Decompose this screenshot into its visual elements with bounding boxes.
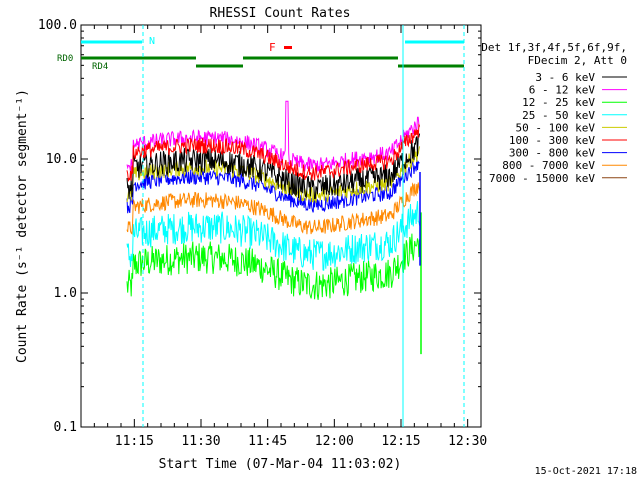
series-line <box>126 146 421 203</box>
footer-date: 15-Oct-2021 17:18 <box>535 466 637 477</box>
legend: Det 1f,3f,4f,5f,6f,9f, FDecim 2, Att 0 3… <box>481 41 627 185</box>
annotation-layer <box>81 25 465 427</box>
legend-label: 300 - 800 keV <box>509 147 595 160</box>
tick-layer: 0.1 1.0 10.0 100.0 11:15 11:30 11:45 12:00 12:15… <box>38 18 487 449</box>
x-tick-label: 11:45 <box>248 434 287 449</box>
legend-label: 25 - 50 keV <box>522 109 595 122</box>
series-line <box>126 156 420 214</box>
x-tick-label: 11:30 <box>181 434 220 449</box>
y-tick-label: 10.0 <box>46 152 77 167</box>
chart-title: RHESSI Count Rates <box>210 6 351 21</box>
series-line <box>126 182 421 235</box>
y-tick-label: 0.1 <box>54 420 77 435</box>
legend-label: 3 - 6 keV <box>535 71 595 84</box>
y-tick-label: 100.0 <box>38 18 77 33</box>
x-tick-label: 12:00 <box>315 434 354 449</box>
attenuator-n-label: N <box>149 36 155 47</box>
legend-label: 50 - 100 keV <box>516 121 596 134</box>
flare-f-label: F <box>269 41 276 54</box>
series-line <box>126 133 421 200</box>
x-tick-label: 12:15 <box>381 434 420 449</box>
legend-label: 100 - 300 keV <box>509 134 595 147</box>
y-tick-label: 1.0 <box>54 286 77 301</box>
data-layer <box>126 100 422 355</box>
rd4-label: RD4 <box>92 62 108 72</box>
y-axis-label: Count Rate (s⁻¹ detector segment⁻¹) <box>15 89 30 363</box>
series-line <box>126 123 420 182</box>
series-line <box>126 233 421 300</box>
legend-label: 7000 - 15000 keV <box>489 172 595 185</box>
x-axis-label: Start Time (07-Mar-04 11:03:02) <box>159 457 402 472</box>
legend-header-1: Det 1f,3f,4f,5f,6f,9f, <box>481 41 627 54</box>
legend-label: 6 - 12 keV <box>529 84 596 97</box>
legend-header-2: FDecim 2, Att 0 <box>528 54 627 67</box>
rd0-label: RD0 <box>57 54 73 64</box>
flare-f-marker <box>284 46 292 49</box>
legend-label: 800 - 7000 keV <box>502 159 595 172</box>
x-tick-label: 12:30 <box>448 434 487 449</box>
x-tick-label: 11:15 <box>115 434 154 449</box>
legend-label: 12 - 25 keV <box>522 96 595 109</box>
series-line <box>126 201 421 271</box>
